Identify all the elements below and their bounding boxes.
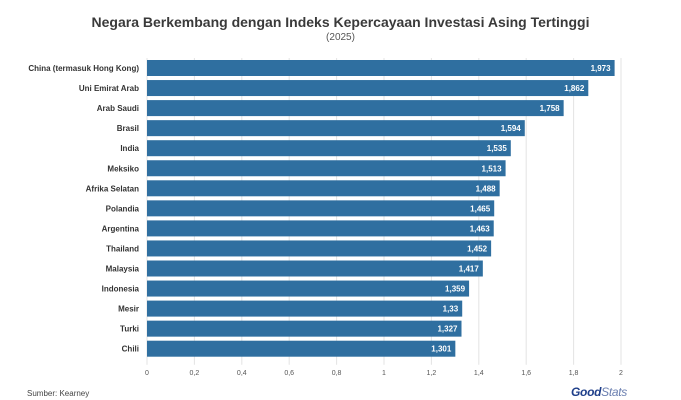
value-label: 1,513	[482, 164, 503, 173]
bar	[147, 160, 506, 177]
bar	[147, 300, 463, 317]
bar	[147, 260, 483, 277]
x-tick-label: 1,6	[521, 370, 531, 377]
bar	[147, 320, 462, 337]
category-label: Malaysia	[106, 265, 140, 274]
chart-title: Negara Berkembang dengan Indeks Kepercay…	[91, 14, 590, 30]
value-label: 1,452	[467, 244, 488, 253]
category-label: Mesir	[118, 305, 139, 314]
value-label: 1,465	[470, 204, 491, 213]
x-tick-label: 1,2	[427, 370, 437, 377]
x-tick-label: 1	[382, 370, 386, 377]
goodstats-logo: GoodStats	[571, 385, 627, 399]
category-label: China (termasuk Hong Kong)	[28, 64, 139, 73]
bar	[147, 240, 492, 257]
value-label: 1,758	[540, 104, 561, 113]
category-label: India	[120, 144, 139, 153]
bar	[147, 120, 525, 137]
bar	[147, 80, 589, 97]
value-label: 1,862	[564, 84, 585, 93]
value-label: 1,417	[459, 265, 480, 274]
value-label: 1,327	[437, 325, 458, 334]
value-label: 1,973	[591, 64, 612, 73]
x-tick-label: 2	[619, 370, 623, 377]
category-label: Thailand	[106, 244, 139, 253]
bar	[147, 200, 495, 217]
category-label: Chili	[122, 345, 139, 354]
category-label: Arab Saudi	[97, 104, 139, 113]
x-tick-label: 0,6	[284, 370, 294, 377]
x-tick-label: 0	[145, 370, 149, 377]
x-tick-label: 1,8	[569, 370, 579, 377]
value-label: 1,359	[445, 285, 466, 294]
category-label: Argentina	[102, 224, 140, 233]
category-label: Meksiko	[107, 164, 139, 173]
category-label: Indonesia	[102, 285, 140, 294]
logo-suffix: Stats	[601, 385, 627, 399]
category-label: Afrika Selatan	[86, 184, 139, 193]
logo-brand: Good	[571, 385, 602, 399]
value-label: 1,301	[431, 345, 452, 354]
bar	[147, 140, 511, 157]
value-label: 1,594	[501, 124, 522, 133]
source-note: Sumber: Kearney	[27, 389, 90, 398]
bar	[147, 340, 456, 357]
bar	[147, 220, 494, 237]
bar	[147, 60, 615, 76]
value-label: 1,33	[443, 305, 459, 314]
x-tick-label: 0,2	[190, 370, 200, 377]
category-label: Polandia	[106, 204, 140, 213]
x-tick-label: 0,4	[237, 370, 247, 377]
x-tick-label: 0,8	[332, 370, 342, 377]
value-label: 1,463	[470, 224, 491, 233]
category-label: Brasil	[117, 124, 139, 133]
chart-subtitle: (2025)	[326, 32, 355, 43]
value-label: 1,535	[487, 144, 508, 153]
category-label: Turki	[120, 325, 139, 334]
bar	[147, 100, 564, 117]
category-label: Uni Emirat Arab	[79, 84, 139, 93]
bar	[147, 280, 470, 297]
value-label: 1,488	[476, 184, 497, 193]
x-tick-label: 1,4	[474, 370, 484, 377]
bar	[147, 180, 500, 197]
